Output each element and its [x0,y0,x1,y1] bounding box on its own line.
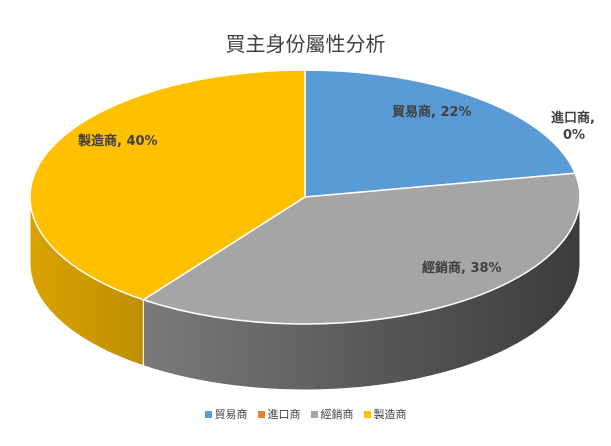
data-label-3: 製造商, 40% [77,133,158,149]
legend-label: 經銷商 [320,408,354,421]
legend-label: 製造商 [373,408,407,421]
legend-swatch [363,410,371,418]
pie-slice-3[interactable] [29,69,306,301]
legend-item-1: 進口商 [257,406,301,422]
pie-slice-2[interactable] [141,172,581,325]
data-label-0: 貿易商, 22% [392,104,472,120]
legend-item-0: 貿易商 [204,406,248,422]
legend-item-3: 製造商 [363,406,407,422]
data-label-1: 進口商, 0% [551,110,595,143]
legend: 貿易商 進口商 經銷商 製造商 [0,406,611,422]
legend-swatch [310,410,318,418]
data-label-2: 經銷商, 38% [422,260,502,276]
pie-labels: 貿易商, 22% 進口商, 0% 經銷商, 38% 製造商, 40% [77,104,595,276]
legend-item-2: 經銷商 [310,406,354,422]
legend-label: 貿易商 [214,408,248,421]
chart-title: 買主身份屬性分析 [225,32,386,56]
pie-tops [29,69,581,325]
legend-swatch [257,410,265,418]
legend-swatch [204,410,212,418]
legend-label: 進口商 [267,408,301,421]
pie-slice-0[interactable] [304,69,577,198]
